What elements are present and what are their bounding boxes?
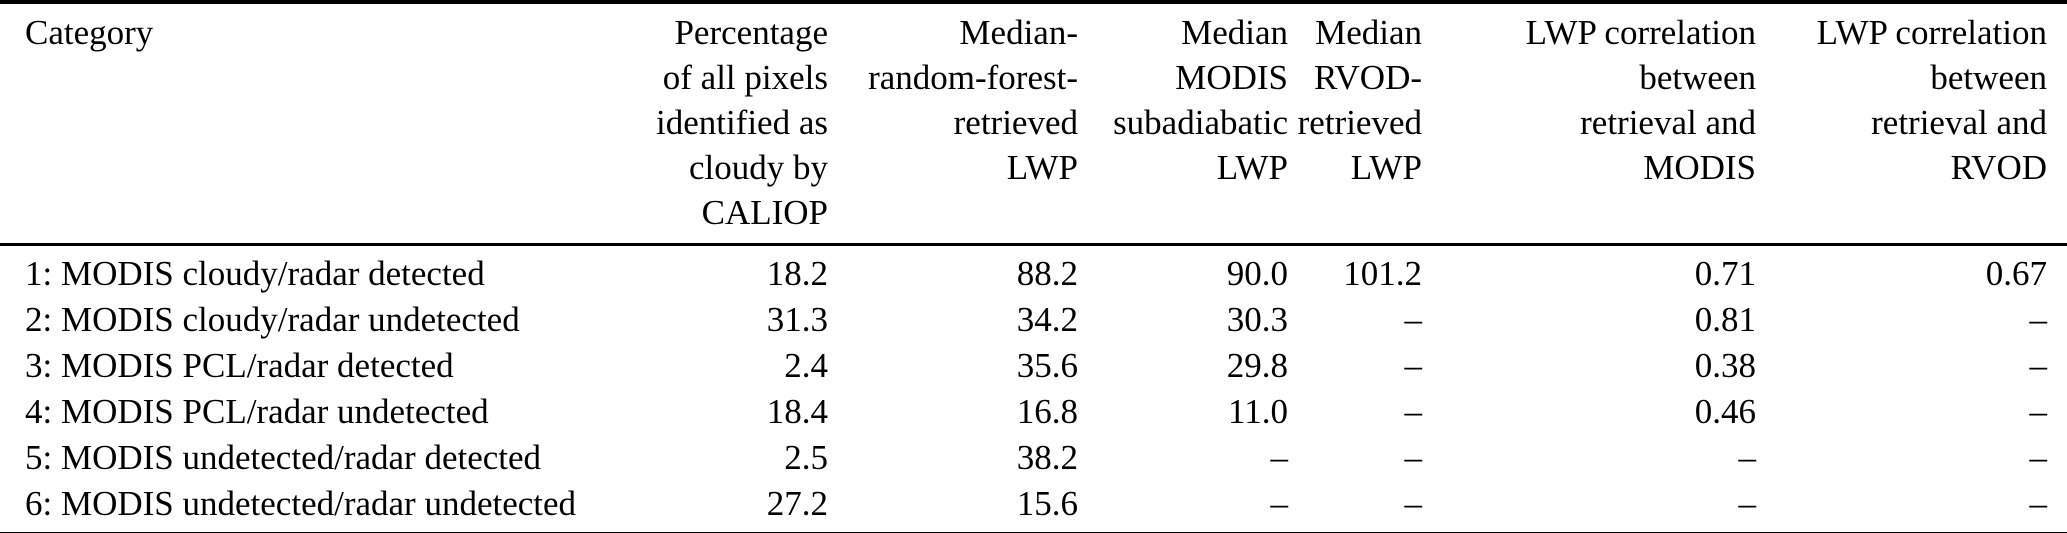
cell-modis-lwp: 90.0 <box>1226 254 1288 293</box>
table-row: 6: MODIS undetected/radar undetected 27.… <box>0 481 2067 533</box>
cell-rvod-lwp: – <box>1404 346 1423 385</box>
cell-modis-lwp: 11.0 <box>1228 392 1288 431</box>
cell-corr-rvod: – <box>2029 300 2048 339</box>
header-row: Category Percentage of all pixels identi… <box>0 2 2067 245</box>
cell-corr-modis: 0.46 <box>1694 392 1756 431</box>
cell-corr-rvod: – <box>2029 484 2048 523</box>
cell-rvod-lwp: 101.2 <box>1343 254 1422 293</box>
cell-corr-modis: 0.81 <box>1694 300 1756 339</box>
table-header: Category Percentage of all pixels identi… <box>0 2 2067 245</box>
cell-rvod-lwp: – <box>1404 438 1423 477</box>
cell-rf-lwp: 16.8 <box>1016 392 1078 431</box>
row-category: 1: MODIS cloudy/radar detected <box>25 254 485 293</box>
cell-corr-rvod: – <box>2029 438 2048 477</box>
cell-corr-modis: – <box>1738 484 1757 523</box>
row-category: 3: MODIS PCL/radar detected <box>25 346 454 385</box>
column-header-percentage-cloudy-caliop: Percentage of all pixels identified as c… <box>655 13 828 232</box>
table-row: 1: MODIS cloudy/radar detected 18.2 88.2… <box>0 245 2067 298</box>
cell-corr-rvod: – <box>2029 346 2048 385</box>
cell-corr-rvod: 0.67 <box>1985 254 2047 293</box>
cell-rvod-lwp: – <box>1404 300 1423 339</box>
row-category: 4: MODIS PCL/radar undetected <box>25 392 489 431</box>
cell-percentage: 18.2 <box>766 254 828 293</box>
cell-percentage: 27.2 <box>766 484 828 523</box>
cell-rf-lwp: 34.2 <box>1016 300 1078 339</box>
cell-rf-lwp: 38.2 <box>1016 438 1078 477</box>
cell-rf-lwp: 35.6 <box>1016 346 1078 385</box>
cell-rf-lwp: 88.2 <box>1016 254 1078 293</box>
cell-percentage: 2.5 <box>784 438 828 477</box>
table-row: 3: MODIS PCL/radar detected 2.4 35.6 29.… <box>0 343 2067 389</box>
column-header-lwp-correlation-rvod: LWP correlation between retrieval and RV… <box>1816 13 2047 187</box>
cell-rvod-lwp: – <box>1404 392 1423 431</box>
cell-percentage: 2.4 <box>784 346 828 385</box>
cell-percentage: 31.3 <box>766 300 828 339</box>
table-row: 4: MODIS PCL/radar undetected 18.4 16.8 … <box>0 389 2067 435</box>
cell-corr-modis: – <box>1738 438 1757 477</box>
row-category: 2: MODIS cloudy/radar undetected <box>25 300 520 339</box>
cell-corr-rvod: – <box>2029 392 2048 431</box>
column-header-median-modis-subadiabatic-lwp: Median MODIS subadiabatic LWP <box>1113 13 1288 187</box>
cell-corr-modis: 0.38 <box>1694 346 1756 385</box>
cell-percentage: 18.4 <box>766 392 828 431</box>
cell-rvod-lwp: – <box>1404 484 1423 523</box>
cell-modis-lwp: 29.8 <box>1226 346 1288 385</box>
column-header-category: Category <box>25 13 154 52</box>
table-row: 5: MODIS undetected/radar detected 2.5 3… <box>0 435 2067 481</box>
row-category: 5: MODIS undetected/radar detected <box>25 438 542 477</box>
cell-corr-modis: 0.71 <box>1694 254 1756 293</box>
cell-rf-lwp: 15.6 <box>1016 484 1078 523</box>
table-body: 1: MODIS cloudy/radar detected 18.2 88.2… <box>0 245 2067 533</box>
column-header-lwp-correlation-modis: LWP correlation between retrieval and MO… <box>1525 13 1756 187</box>
cell-modis-lwp: 30.3 <box>1226 300 1288 339</box>
table-row: 2: MODIS cloudy/radar undetected 31.3 34… <box>0 297 2067 343</box>
cell-modis-lwp: – <box>1270 438 1289 477</box>
row-category: 6: MODIS undetected/radar undetected <box>25 484 577 523</box>
column-header-median-rvod-retrieved-lwp: Median RVOD- retrieved LWP <box>1297 13 1422 187</box>
cell-modis-lwp: – <box>1270 484 1289 523</box>
column-header-median-random-forest-lwp: Median- random-forest- retrieved LWP <box>868 13 1078 187</box>
